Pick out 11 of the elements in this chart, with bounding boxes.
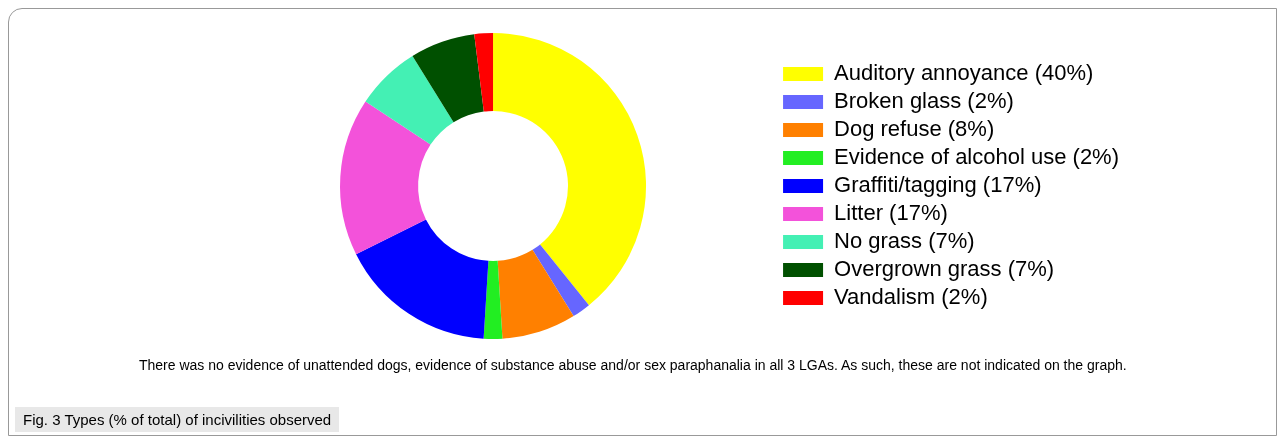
legend-label: Broken glass (2%) bbox=[834, 88, 1014, 114]
legend-label: Auditory annoyance (40%) bbox=[834, 60, 1094, 86]
legend-label: Dog refuse (8%) bbox=[834, 116, 995, 142]
text: There was no evidence of unattended dogs, evidence of substance abuse and/or sex paraphanalia in all 3 LGAs. As such, these are not indicated on the graph. bbox=[139, 357, 1128, 373]
legend-label: Graffiti/tagging (17%) bbox=[834, 172, 1042, 198]
legend-label: Vandalism (2%) bbox=[834, 284, 988, 310]
legend-label: No grass (7%) bbox=[834, 228, 975, 254]
text: Fig. 3 Types (% of total) of incivilities observed bbox=[15, 407, 340, 432]
legend-label: Litter (17%) bbox=[834, 200, 948, 226]
legend-label: Overgrown grass (7%) bbox=[834, 256, 1055, 282]
legend-label: Evidence of alcohol use (2%) bbox=[834, 144, 1119, 170]
